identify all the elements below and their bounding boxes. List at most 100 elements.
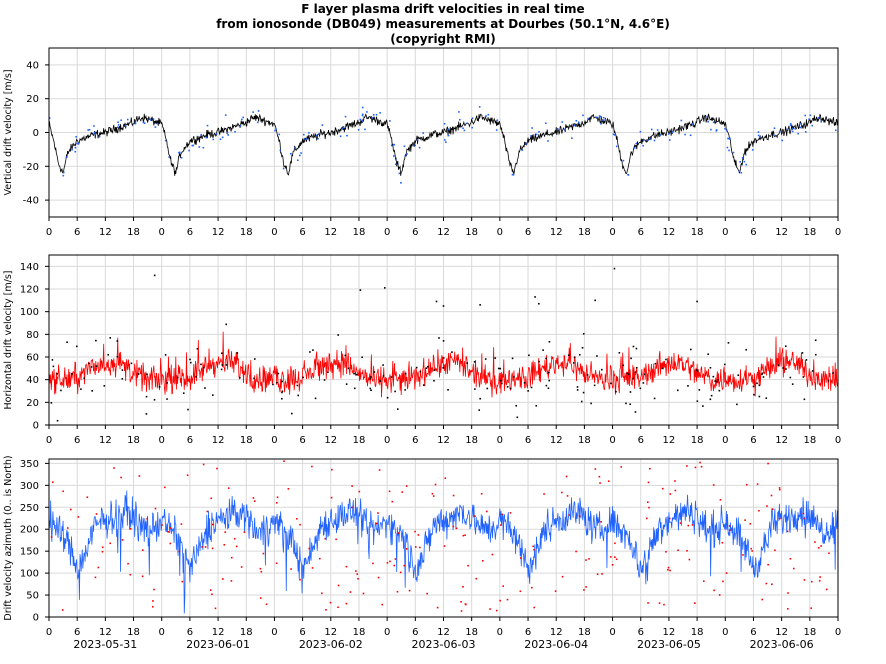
data-point bbox=[674, 489, 677, 492]
x-tick-label: 18 bbox=[803, 227, 816, 238]
data-point bbox=[382, 364, 384, 366]
data-point bbox=[614, 556, 616, 558]
data-point bbox=[349, 591, 352, 593]
x-tick-label: 18 bbox=[353, 227, 366, 238]
data-point bbox=[716, 380, 719, 383]
data-point bbox=[252, 497, 255, 499]
data-point bbox=[435, 300, 438, 303]
data-point bbox=[164, 354, 167, 356]
data-point bbox=[501, 513, 504, 516]
data-point bbox=[370, 389, 372, 392]
data-point bbox=[433, 369, 436, 371]
y-tick-label: 150 bbox=[20, 547, 39, 558]
data-point bbox=[138, 475, 141, 477]
data-point bbox=[568, 514, 570, 516]
data-point bbox=[581, 347, 584, 349]
data-point bbox=[724, 127, 726, 130]
y-tick-label: 120 bbox=[20, 285, 39, 296]
data-point bbox=[257, 110, 260, 112]
data-point bbox=[436, 606, 439, 609]
y-tick-label: 300 bbox=[20, 481, 39, 492]
data-point bbox=[176, 376, 179, 379]
data-point bbox=[765, 397, 768, 399]
data-point bbox=[811, 124, 814, 127]
data-point bbox=[277, 372, 280, 375]
date-label: 2023-06-02 bbox=[299, 638, 363, 651]
x-tick-label: 18 bbox=[691, 435, 704, 446]
data-point bbox=[460, 600, 462, 603]
data-point bbox=[417, 534, 420, 536]
data-point bbox=[753, 393, 755, 396]
data-point bbox=[373, 371, 376, 373]
data-point bbox=[745, 483, 748, 486]
data-point bbox=[252, 111, 254, 113]
data-point bbox=[828, 552, 830, 555]
x-tick-label: 6 bbox=[525, 227, 531, 238]
data-point bbox=[611, 564, 614, 566]
x-tick-label: 6 bbox=[750, 227, 756, 238]
data-point bbox=[339, 135, 342, 138]
data-point bbox=[642, 139, 645, 142]
data-point bbox=[181, 580, 184, 583]
data-point bbox=[369, 387, 372, 390]
data-point bbox=[677, 549, 679, 552]
x-tick-label: 18 bbox=[691, 627, 704, 638]
data-point bbox=[330, 496, 333, 499]
data-point bbox=[61, 609, 64, 611]
data-point bbox=[56, 372, 58, 375]
data-point bbox=[221, 352, 223, 355]
data-point bbox=[386, 562, 389, 564]
data-point bbox=[95, 513, 98, 515]
data-point bbox=[359, 289, 362, 291]
data-point bbox=[814, 339, 817, 342]
x-tick-label: 12 bbox=[775, 435, 788, 446]
data-point bbox=[778, 487, 781, 489]
x-tick-label: 18 bbox=[578, 227, 591, 238]
data-point bbox=[548, 379, 551, 382]
data-point bbox=[689, 134, 692, 137]
data-point bbox=[594, 468, 597, 470]
data-point bbox=[643, 373, 646, 376]
data-point bbox=[460, 610, 463, 612]
data-point bbox=[495, 129, 498, 131]
data-point bbox=[612, 133, 615, 136]
data-point bbox=[561, 121, 564, 123]
x-tick-label: 12 bbox=[324, 227, 337, 238]
data-point bbox=[422, 384, 425, 386]
x-tick-label: 12 bbox=[550, 227, 563, 238]
data-point bbox=[219, 138, 222, 141]
data-point bbox=[487, 113, 490, 116]
data-point bbox=[253, 358, 256, 360]
data-point bbox=[745, 348, 747, 351]
data-point bbox=[418, 146, 421, 149]
x-tick-label: 6 bbox=[74, 627, 80, 638]
x-tick-label: 18 bbox=[240, 627, 253, 638]
data-point bbox=[669, 493, 672, 495]
x-tick-label: 0 bbox=[835, 227, 841, 238]
data-point bbox=[378, 469, 381, 471]
data-point bbox=[434, 483, 437, 486]
data-point bbox=[451, 351, 453, 353]
y-tick-label: 100 bbox=[20, 569, 39, 580]
data-point bbox=[130, 362, 133, 365]
data-point bbox=[745, 163, 748, 166]
data-point bbox=[582, 332, 585, 335]
x-tick-label: 0 bbox=[609, 627, 615, 638]
data-point bbox=[134, 122, 137, 125]
date-label: 2023-06-06 bbox=[750, 638, 814, 651]
data-point bbox=[395, 163, 397, 166]
data-point bbox=[626, 372, 629, 375]
data-point bbox=[90, 366, 93, 368]
data-point bbox=[758, 384, 761, 387]
data-point bbox=[695, 369, 698, 371]
data-point bbox=[506, 598, 509, 601]
data-point bbox=[759, 136, 761, 138]
data-point bbox=[566, 495, 569, 497]
series-points bbox=[50, 267, 834, 422]
data-point bbox=[153, 398, 156, 401]
data-point bbox=[533, 548, 535, 551]
data-point bbox=[278, 133, 281, 136]
data-point bbox=[152, 600, 154, 602]
data-point bbox=[396, 590, 399, 593]
data-point bbox=[341, 127, 344, 130]
